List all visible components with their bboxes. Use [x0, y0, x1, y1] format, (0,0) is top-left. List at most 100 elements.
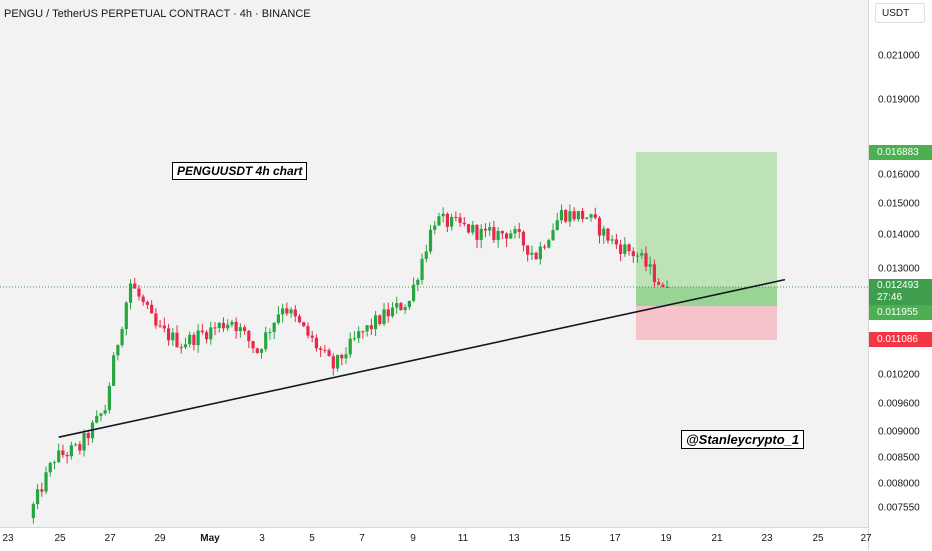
price-tick: 0.015000: [878, 198, 920, 210]
price-tick: 0.009000: [878, 426, 920, 438]
price-tick: 0.007550: [878, 502, 920, 514]
candle-body: [437, 216, 441, 226]
candle-body: [610, 239, 614, 241]
candle-body: [538, 246, 542, 260]
candle-body: [268, 332, 272, 334]
candle-body: [251, 341, 255, 349]
candle-body: [183, 344, 188, 348]
candle-body: [606, 228, 610, 241]
candle-body: [399, 303, 403, 311]
candle-body: [154, 313, 158, 326]
date-tick: 7: [359, 533, 365, 544]
candle-body: [509, 233, 513, 239]
stop-loss-zone: [636, 306, 777, 340]
candle-body: [302, 322, 306, 327]
candle-body: [373, 315, 378, 330]
time-axis[interactable]: 23 25 27 29 May 3 5 7 9 11 13 15 17 19 2…: [0, 527, 872, 551]
price-axis[interactable]: USDT 0.021000 0.019000 0.016000 0.015000…: [868, 0, 932, 550]
candle-body: [107, 385, 111, 411]
candle-body: [52, 462, 57, 464]
price-tick: 0.008500: [878, 452, 920, 464]
date-tick: 25: [54, 533, 66, 544]
candle-body: [589, 214, 593, 218]
date-tick: 27: [860, 533, 872, 544]
candle-body: [454, 216, 458, 218]
candle-body: [306, 326, 310, 336]
candle-body: [597, 217, 602, 236]
candle-body: [352, 338, 357, 340]
candle-body: [116, 345, 120, 356]
date-tick: 17: [609, 533, 621, 544]
candle-body: [281, 308, 285, 315]
candle-body: [357, 331, 361, 339]
candle-body: [166, 328, 171, 341]
candle-body: [264, 332, 268, 350]
candle-body: [61, 450, 65, 455]
candle-body: [390, 307, 395, 317]
date-tick: 13: [508, 533, 520, 544]
candle-body: [344, 354, 348, 359]
candle-body: [369, 325, 373, 330]
candle-body: [348, 338, 352, 355]
candle-body: [450, 216, 454, 227]
chart-area[interactable]: PENGU / TetherUS PERPETUAL CONTRACT · 4h…: [0, 0, 868, 527]
date-tick: 21: [711, 533, 723, 544]
candle-body: [576, 211, 580, 220]
candle-body: [319, 348, 323, 350]
candle-body: [247, 330, 251, 342]
current-price-badge: 0.012493 27:46: [869, 279, 932, 305]
candle-body: [95, 415, 99, 423]
candle-body: [86, 433, 90, 439]
candle-body: [82, 433, 86, 451]
candle-body: [407, 300, 411, 308]
candle-body: [361, 331, 365, 333]
candle-body: [310, 335, 314, 338]
candle-body: [44, 472, 48, 492]
date-tick: 25: [812, 533, 824, 544]
candle-body: [196, 330, 200, 346]
price-tick: 0.014000: [878, 229, 920, 241]
candle-body: [559, 210, 564, 221]
candle-body: [314, 337, 319, 349]
candle-body: [120, 329, 124, 346]
candle-body: [504, 233, 509, 239]
candle-body: [137, 288, 141, 297]
candle-body: [378, 315, 382, 324]
candle-body: [272, 322, 276, 333]
candle-body: [192, 334, 196, 346]
candle-body: [213, 327, 217, 329]
candle-body: [69, 445, 73, 457]
candle-body: [276, 314, 280, 323]
trendline: [58, 278, 786, 438]
candle-body: [526, 245, 530, 255]
date-tick: 29: [154, 533, 166, 544]
candle-body: [323, 349, 327, 351]
candle-body: [652, 264, 657, 283]
currency-selector[interactable]: USDT: [875, 3, 925, 23]
entry-price-label: 0.011955: [869, 305, 932, 320]
candle-body: [424, 251, 428, 259]
date-tick-month: May: [200, 533, 220, 544]
candle-body: [204, 332, 209, 340]
candle-body: [162, 325, 166, 329]
candle-body: [483, 228, 488, 231]
candle-body: [297, 316, 302, 323]
candle-body: [395, 303, 399, 308]
date-tick: 3: [259, 533, 265, 544]
candle-body: [209, 327, 213, 340]
candle-body: [327, 350, 331, 357]
candle-body: [635, 255, 640, 257]
chart-svg: [0, 152, 868, 524]
candle-body: [644, 253, 648, 267]
candle-body: [661, 284, 665, 287]
candle-body: [145, 301, 150, 305]
candle-body: [488, 227, 492, 231]
candle-body: [255, 348, 259, 353]
price-tick: 0.019000: [878, 94, 920, 106]
candle-body: [551, 230, 555, 241]
candle-body: [585, 217, 589, 219]
candle-body: [542, 246, 547, 248]
candle-body: [555, 220, 559, 231]
candle-body: [534, 252, 538, 260]
candle-body: [416, 279, 420, 285]
